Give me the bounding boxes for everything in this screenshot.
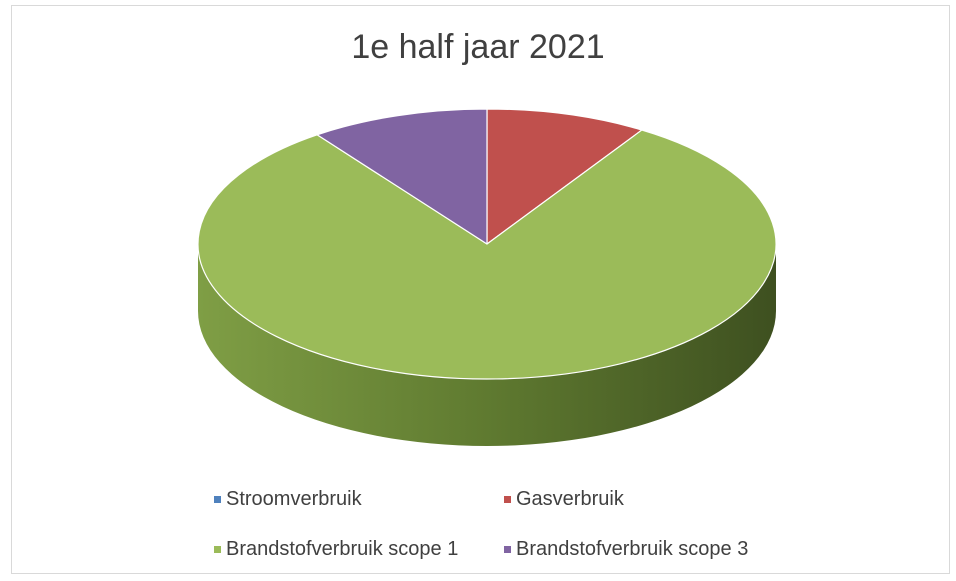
pie-top [197, 108, 777, 380]
pie-side [198, 244, 776, 446]
legend-item-gasverbruik: Gasverbruik [504, 488, 624, 511]
pie-slice-gasverbruik [486, 108, 643, 245]
legend-item-stroomverbruik: Stroomverbruik [214, 488, 362, 511]
legend-swatch-gasverbruik [504, 496, 511, 503]
legend-swatch-stroomverbruik [214, 496, 221, 503]
pie-slice-brandstofverbruik-scope-3 [316, 108, 488, 245]
legend-swatch-brandstofverbruik-scope-1 [214, 546, 221, 553]
chart-title: 1e half jaar 2021 [351, 28, 605, 66]
legend-label-gasverbruik: Gasverbruik [516, 488, 624, 510]
pie-slice-brandstofverbruik-scope-1 [197, 129, 777, 380]
legend-label-brandstofverbruik-scope-3: Brandstofverbruik scope 3 [516, 538, 749, 560]
legend-item-brandstofverbruik-scope-3: Brandstofverbruik scope 3 [504, 538, 748, 561]
legend-item-brandstofverbruik-scope-1: Brandstofverbruik scope 1 [214, 538, 458, 561]
legend-label-brandstofverbruik-scope-1: Brandstofverbruik scope 1 [226, 538, 459, 560]
pie-side-brandstofverbruik-scope-1 [198, 244, 776, 446]
legend-label-stroomverbruik: Stroomverbruik [226, 488, 362, 510]
legend-swatch-brandstofverbruik-scope-3 [504, 546, 511, 553]
